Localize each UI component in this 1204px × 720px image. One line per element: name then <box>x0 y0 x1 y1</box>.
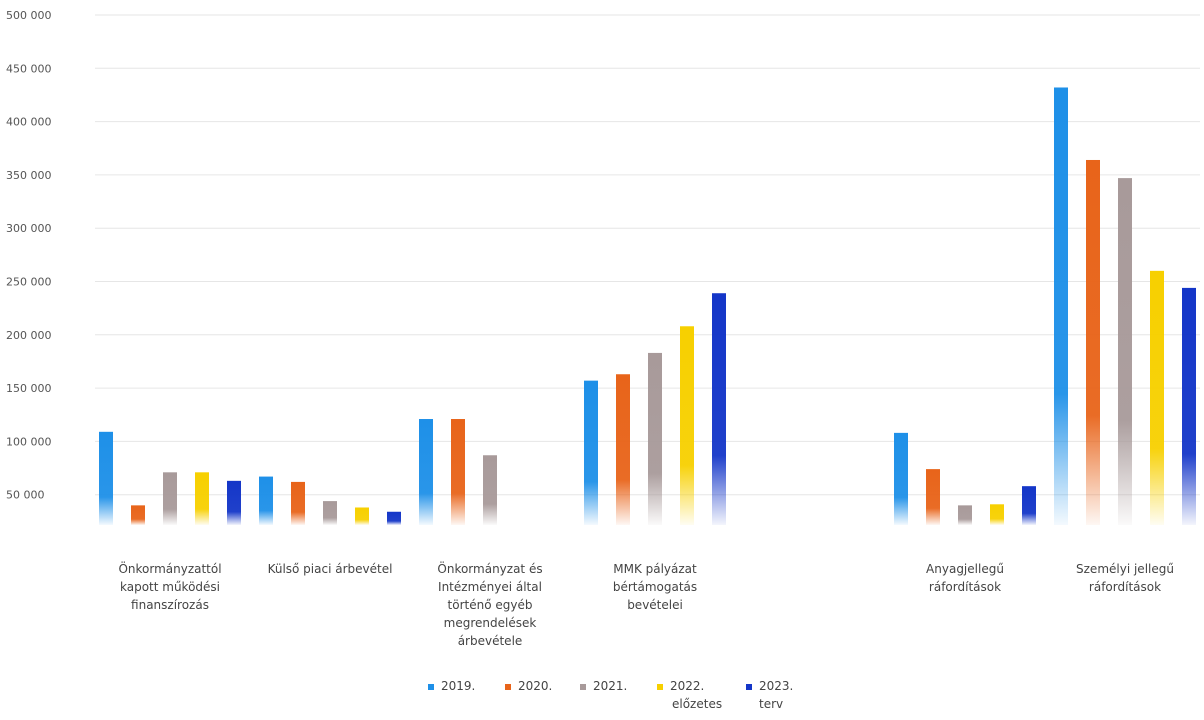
bar <box>1182 287 1196 525</box>
bars <box>99 87 1196 525</box>
bar <box>1086 159 1100 525</box>
bar <box>926 469 940 525</box>
legend-swatch <box>428 684 434 690</box>
bar <box>648 352 662 525</box>
y-tick-label: 50 000 <box>6 489 45 502</box>
bar <box>712 293 726 525</box>
legend-label: 2021. <box>593 679 627 693</box>
legend: 2019. 2020. 2021. 2022. előzetes 2023. terv <box>428 679 793 711</box>
bar <box>387 511 401 525</box>
y-tick-label: 200 000 <box>6 329 52 342</box>
bar <box>1022 486 1036 525</box>
bar <box>323 501 337 525</box>
legend-label: 2019. <box>441 679 475 693</box>
x-category-label: Személyi jellegű ráfordítások <box>1076 562 1174 594</box>
bar <box>291 481 305 525</box>
bar <box>419 419 433 525</box>
legend-label: 2023. terv <box>759 679 793 711</box>
y-tick-label: 450 000 <box>6 62 52 75</box>
bar <box>990 504 1004 525</box>
legend-swatch <box>746 684 752 690</box>
x-category-label: MMK pályázat bértámogatás bevételei <box>613 562 697 612</box>
bar <box>680 326 694 525</box>
bar <box>1150 270 1164 525</box>
bar <box>483 455 497 525</box>
bar <box>355 507 369 525</box>
bar <box>616 374 630 525</box>
y-tick-label: 350 000 <box>6 169 52 182</box>
y-tick-label: 250 000 <box>6 276 52 289</box>
bar <box>259 476 273 525</box>
legend-label: 2022. előzetes <box>670 679 722 711</box>
bar <box>227 480 241 525</box>
x-category-label: Anyagjellegű ráfordítások <box>926 562 1004 594</box>
y-tick-label: 100 000 <box>6 435 52 448</box>
bar <box>163 472 177 525</box>
bar <box>958 505 972 525</box>
bar <box>1118 178 1132 525</box>
x-category-label: Önkormányzat és Intézményei által történő … <box>437 560 542 648</box>
bar <box>1054 87 1068 525</box>
legend-swatch <box>505 684 511 690</box>
y-tick-label: 400 000 <box>6 116 52 129</box>
bar <box>894 432 908 525</box>
legend-swatch <box>580 684 586 690</box>
x-category-label: Önkormányzattól kapott működési finanszíro… <box>118 560 221 612</box>
legend-swatch <box>657 684 663 690</box>
legend-label: 2020. <box>518 679 552 693</box>
x-axis-categories: Önkormányzattól kapott működési finanszíro… <box>118 560 1174 648</box>
y-tick-label: 150 000 <box>6 382 52 395</box>
bar <box>451 419 465 525</box>
gridlines <box>95 14 1200 496</box>
bar <box>131 505 145 525</box>
y-axis: 50 000 100 000 150 000 200 000 250 000 300 00… <box>6 9 52 502</box>
y-tick-label: 500 000 <box>6 9 52 22</box>
bar <box>584 380 598 525</box>
bar <box>195 472 209 525</box>
y-tick-label: 300 000 <box>6 222 52 235</box>
bar <box>99 431 113 525</box>
x-category-label: Külső piaci árbevétel <box>268 562 393 576</box>
